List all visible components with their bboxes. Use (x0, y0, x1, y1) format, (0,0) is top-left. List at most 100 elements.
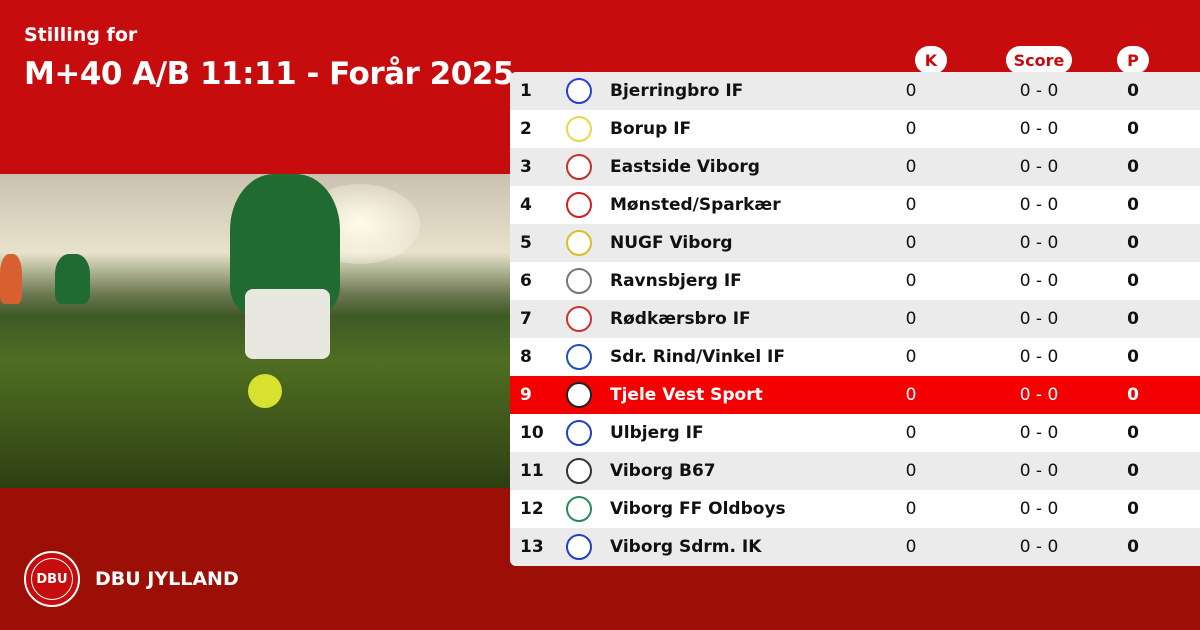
team-name[interactable]: Mønsted/Sparkær (610, 195, 781, 215)
player-figure (0, 254, 22, 304)
table-row[interactable]: 7 Rødkærsbro IF 0 0 - 0 0 (510, 300, 1200, 338)
score: 0 - 0 (1019, 461, 1059, 481)
team-logo-icon (566, 458, 592, 484)
table-row[interactable]: 5 NUGF Viborg 0 0 - 0 0 (510, 224, 1200, 262)
matches-played: 0 (905, 499, 917, 519)
rank: 13 (520, 537, 544, 557)
score: 0 - 0 (1019, 309, 1059, 329)
team-logo-icon (566, 306, 592, 332)
table-row[interactable]: 4 Mønsted/Sparkær 0 0 - 0 0 (510, 186, 1200, 224)
matches-played: 0 (905, 271, 917, 291)
score: 0 - 0 (1019, 385, 1059, 405)
team-name[interactable]: Ravnsbjerg IF (610, 271, 742, 291)
team-name[interactable]: Bjerringbro IF (610, 81, 744, 101)
table-row[interactable]: 11 Viborg B67 0 0 - 0 0 (510, 452, 1200, 490)
matches-played: 0 (905, 537, 917, 557)
points: 0 (1127, 461, 1139, 481)
football (248, 374, 282, 408)
team-logo-icon (566, 116, 592, 142)
team-logo-icon (566, 496, 592, 522)
matches-played: 0 (905, 385, 917, 405)
team-name[interactable]: Viborg B67 (610, 461, 716, 481)
team-logo-icon (566, 382, 592, 408)
column-header-score[interactable]: Score (1006, 46, 1072, 74)
team-name[interactable]: Rødkærsbro IF (610, 309, 751, 329)
team-name[interactable]: Viborg Sdrm. IK (610, 537, 762, 557)
rank: 6 (520, 271, 532, 291)
team-name[interactable]: Tjele Vest Sport (610, 385, 763, 405)
points: 0 (1127, 119, 1139, 139)
score: 0 - 0 (1019, 81, 1059, 101)
table-row[interactable]: 2 Borup IF 0 0 - 0 0 (510, 110, 1200, 148)
matches-played: 0 (905, 461, 917, 481)
team-logo-icon (566, 230, 592, 256)
team-logo-icon (566, 268, 592, 294)
rank: 10 (520, 423, 544, 443)
team-name[interactable]: NUGF Viborg (610, 233, 733, 253)
column-header-k[interactable]: K (915, 46, 947, 74)
table-row[interactable]: 3 Eastside Viborg 0 0 - 0 0 (510, 148, 1200, 186)
points: 0 (1127, 537, 1139, 557)
matches-played: 0 (905, 423, 917, 443)
team-name[interactable]: Ulbjerg IF (610, 423, 704, 443)
score: 0 - 0 (1019, 195, 1059, 215)
rank: 3 (520, 157, 532, 177)
score: 0 - 0 (1019, 499, 1059, 519)
points: 0 (1127, 423, 1139, 443)
rank: 1 (520, 81, 532, 101)
player-figure (55, 254, 90, 304)
score: 0 - 0 (1019, 537, 1059, 557)
page-title: M+40 A/B 11:11 - Forår 2025 (24, 56, 514, 92)
matches-played: 0 (905, 157, 917, 177)
matches-played: 0 (905, 347, 917, 367)
points: 0 (1127, 195, 1139, 215)
table-row[interactable]: 9 Tjele Vest Sport 0 0 - 0 0 (510, 376, 1200, 414)
table-row[interactable]: 1 Bjerringbro IF 0 0 - 0 0 (510, 72, 1200, 110)
player-shorts (245, 289, 330, 359)
column-header-p[interactable]: P (1117, 46, 1149, 74)
matches-played: 0 (905, 195, 917, 215)
team-name[interactable]: Viborg FF Oldboys (610, 499, 786, 519)
football-photo (0, 174, 510, 488)
team-logo-icon (566, 154, 592, 180)
points: 0 (1127, 81, 1139, 101)
rank: 9 (520, 385, 532, 405)
points: 0 (1127, 499, 1139, 519)
team-name[interactable]: Sdr. Rind/Vinkel IF (610, 347, 785, 367)
rank: 2 (520, 119, 532, 139)
rank: 5 (520, 233, 532, 253)
table-row[interactable]: 6 Ravnsbjerg IF 0 0 - 0 0 (510, 262, 1200, 300)
rank: 8 (520, 347, 532, 367)
matches-played: 0 (905, 233, 917, 253)
matches-played: 0 (905, 309, 917, 329)
rank: 11 (520, 461, 544, 481)
score: 0 - 0 (1019, 157, 1059, 177)
score: 0 - 0 (1019, 119, 1059, 139)
team-logo-icon (566, 192, 592, 218)
table-row[interactable]: 8 Sdr. Rind/Vinkel IF 0 0 - 0 0 (510, 338, 1200, 376)
matches-played: 0 (905, 81, 917, 101)
points: 0 (1127, 233, 1139, 253)
team-logo-icon (566, 534, 592, 560)
brand-name: DBU JYLLAND (95, 568, 239, 590)
score: 0 - 0 (1019, 271, 1059, 291)
table-row[interactable]: 13 Viborg Sdrm. IK 0 0 - 0 0 (510, 528, 1200, 566)
rank: 12 (520, 499, 544, 519)
team-logo-icon (566, 78, 592, 104)
points: 0 (1127, 309, 1139, 329)
team-name[interactable]: Eastside Viborg (610, 157, 760, 177)
team-name[interactable]: Borup IF (610, 119, 692, 139)
subtitle: Stilling for (24, 24, 138, 46)
points: 0 (1127, 385, 1139, 405)
score: 0 - 0 (1019, 233, 1059, 253)
points: 0 (1127, 157, 1139, 177)
table-row[interactable]: 10 Ulbjerg IF 0 0 - 0 0 (510, 414, 1200, 452)
points: 0 (1127, 347, 1139, 367)
table-row[interactable]: 12 Viborg FF Oldboys 0 0 - 0 0 (510, 490, 1200, 528)
team-logo-icon (566, 420, 592, 446)
points: 0 (1127, 271, 1139, 291)
rank: 7 (520, 309, 532, 329)
matches-played: 0 (905, 119, 917, 139)
score: 0 - 0 (1019, 423, 1059, 443)
